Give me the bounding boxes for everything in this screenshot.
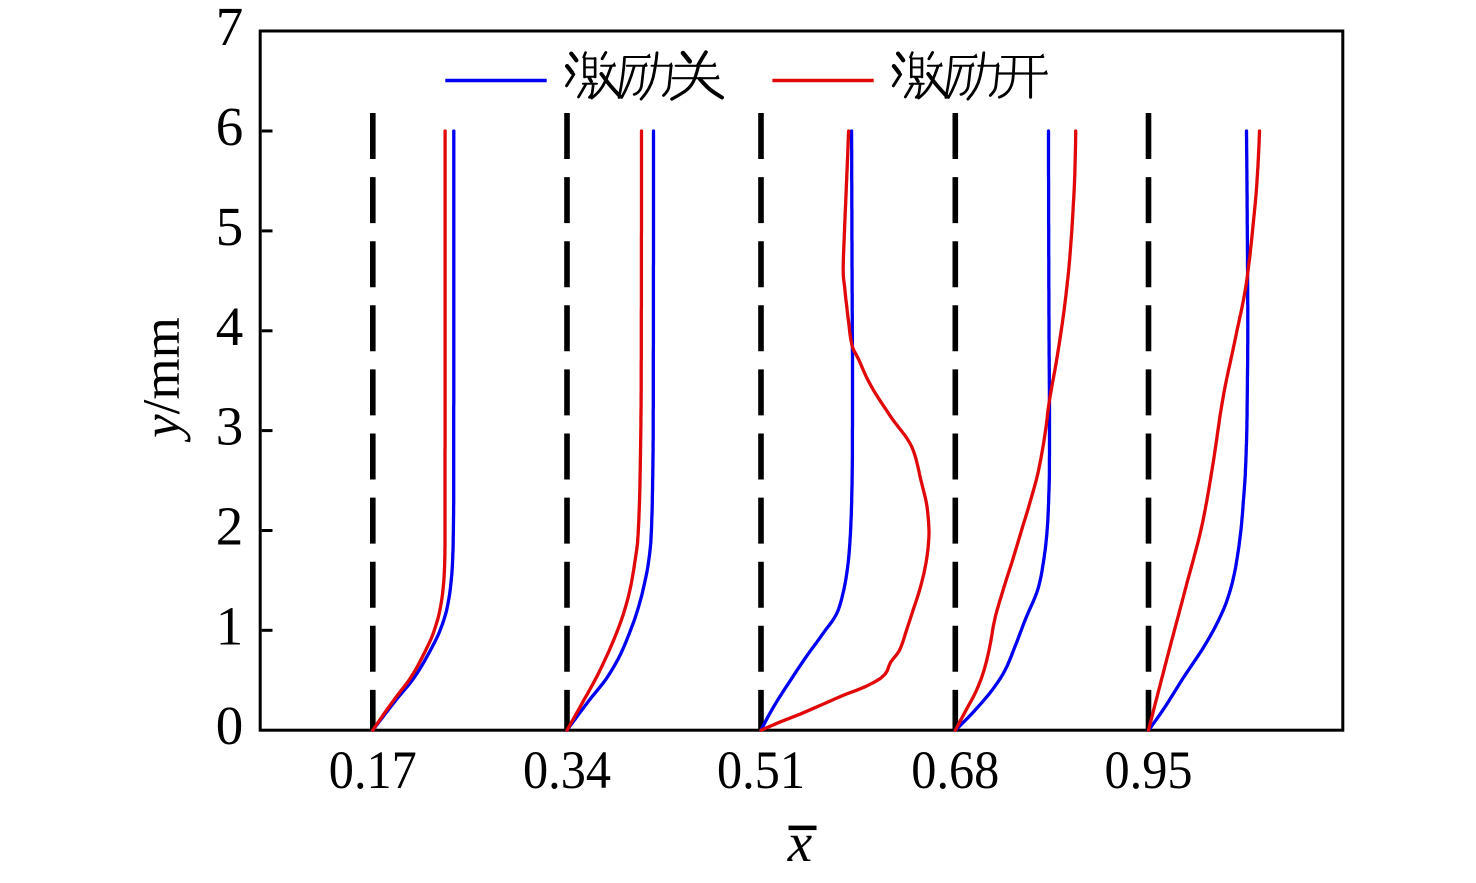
svg-text:0.68: 0.68 (911, 740, 999, 800)
svg-text:1: 1 (216, 595, 244, 656)
svg-text:5: 5 (216, 196, 244, 257)
svg-text:0.95: 0.95 (1105, 740, 1193, 800)
svg-text:0.34: 0.34 (523, 740, 611, 800)
svg-text:0: 0 (216, 695, 244, 756)
svg-text:7: 7 (216, 0, 244, 57)
svg-text:2: 2 (216, 496, 244, 557)
svg-text:4: 4 (216, 296, 244, 357)
svg-text:3: 3 (216, 396, 244, 457)
svg-text:6: 6 (216, 96, 244, 157)
svg-text:0.51: 0.51 (717, 740, 805, 800)
svg-text:y/mm: y/mm (133, 317, 191, 443)
svg-text:x: x (787, 812, 813, 873)
svg-text:0.17: 0.17 (329, 740, 417, 800)
